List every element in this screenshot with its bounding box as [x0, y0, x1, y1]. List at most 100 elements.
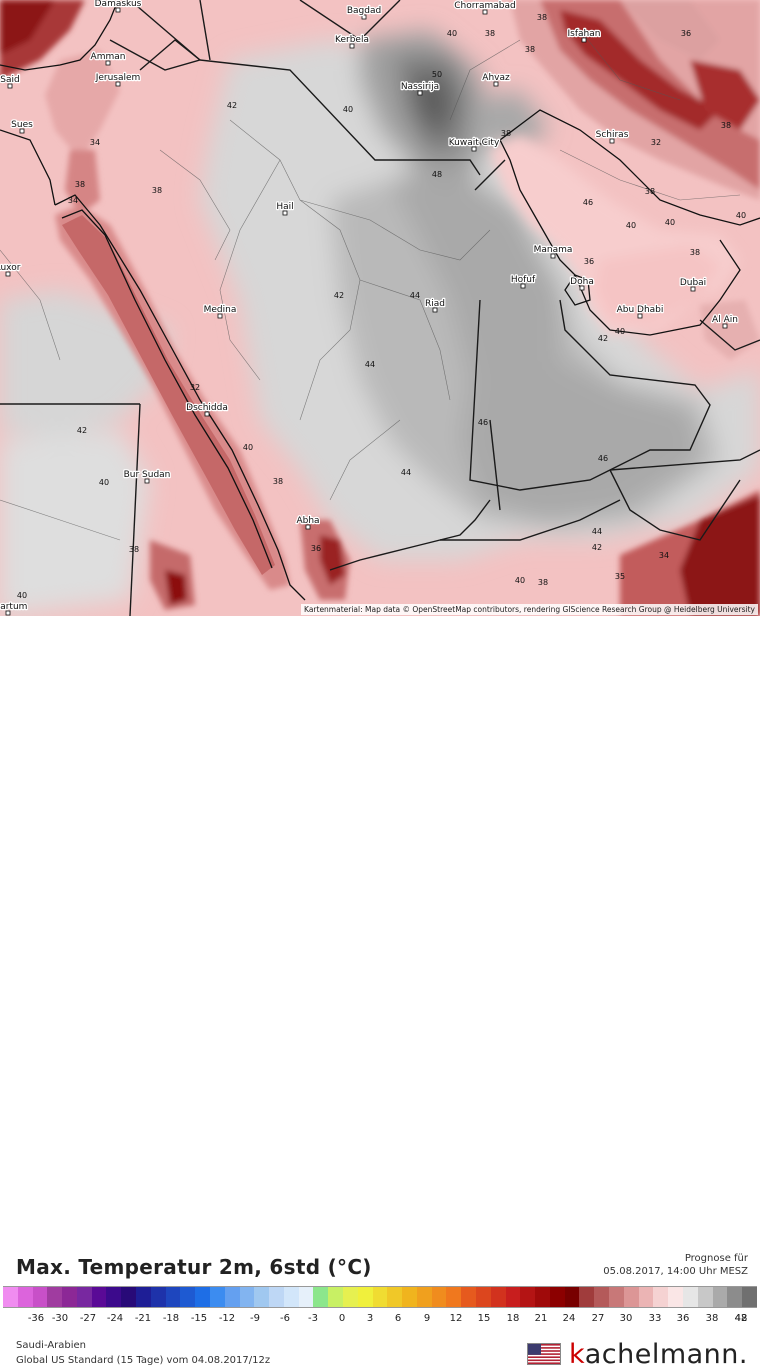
regional-boundaries	[0, 29, 741, 541]
temperature-value-label: 34	[659, 551, 669, 560]
city-khartum: Khartum	[0, 601, 29, 616]
forecast-label: Prognose für	[684, 1253, 748, 1264]
colorbar-swatch	[387, 1287, 403, 1307]
city-bur-sudan: Bur Sudan	[122, 469, 172, 484]
city-marker	[722, 323, 728, 329]
colorbar-swatch	[476, 1287, 491, 1307]
colorbar-swatch	[47, 1287, 63, 1307]
temperature-value-label: 40	[243, 443, 253, 452]
city-marker	[115, 81, 121, 87]
city-label: Dubai	[680, 278, 706, 288]
colorbar-tick-label: -6	[280, 1313, 290, 1324]
temperature-value-label: 42	[77, 426, 87, 435]
colorbar-swatch	[594, 1287, 610, 1307]
city-sues: Sues	[10, 119, 34, 134]
city-label: Sues	[11, 120, 33, 130]
colorbar-tick-label: 3	[366, 1313, 374, 1324]
city-nassirija: Nassirija	[400, 81, 440, 96]
city-marker	[690, 286, 696, 292]
temperature-value-label: 40	[515, 576, 525, 585]
city-label: Chorramabad	[454, 1, 515, 11]
colorbar-swatch	[520, 1287, 536, 1307]
city-hail: Hail	[275, 201, 295, 216]
colorbar-tick-label: -24	[106, 1313, 124, 1324]
model-info: Global US Standard (15 Tage) vom 04.08.2…	[16, 1355, 271, 1366]
city-label: Amman	[91, 52, 126, 62]
colorbar-swatch	[298, 1287, 314, 1307]
colorbar-swatch	[505, 1287, 521, 1307]
colorbar-tick-label: 9	[423, 1313, 431, 1324]
city-said: Said	[0, 74, 21, 89]
brand-name: kachelmann.	[569, 1339, 748, 1370]
colorbar-swatch	[165, 1287, 181, 1307]
colorbar-swatch	[535, 1287, 550, 1307]
city-dschidda: Dschidda	[185, 402, 229, 417]
colorbar-swatch	[579, 1287, 595, 1307]
brand-k: k	[569, 1338, 585, 1370]
coastlines	[0, 0, 760, 601]
legend-footer: Max. Temperatur 2m, 6std (°C) Prognose f…	[0, 616, 760, 1370]
city-label: Kuwait City	[449, 138, 500, 148]
temperature-value-label: 38	[501, 129, 511, 138]
temperature-value-label: 34	[90, 138, 100, 147]
city-kuwait-city: Kuwait City	[447, 137, 501, 152]
colorbar-tick-label: 48	[734, 1313, 748, 1324]
colorbar-swatch	[180, 1287, 196, 1307]
colorbar-swatch	[150, 1287, 166, 1307]
city-marker	[105, 60, 111, 66]
colorbar-swatch	[653, 1287, 669, 1307]
colorbar-tick-label: 33	[648, 1313, 662, 1324]
city-marker	[493, 81, 499, 87]
city-label: Nassirija	[401, 82, 439, 92]
city-label: Bur Sudan	[124, 470, 171, 480]
colorbar-tick-label: -30	[51, 1313, 69, 1324]
colorbar-swatch	[342, 1287, 358, 1307]
city-marker	[550, 253, 556, 259]
temperature-value-label: 32	[651, 138, 661, 147]
city-kerbela: Kerbela	[334, 34, 370, 49]
colorbar-swatch	[32, 1287, 48, 1307]
city-abu-dhabi: Abu Dhabi	[615, 304, 665, 319]
colorbar-swatch	[76, 1287, 92, 1307]
colorbar-swatch	[17, 1287, 33, 1307]
colorbar-swatch	[668, 1287, 683, 1307]
colorbar-tick-label: 0	[338, 1313, 346, 1324]
colorbar-swatch	[416, 1287, 432, 1307]
city-label: Medina	[204, 305, 237, 315]
kachelmann-logo[interactable]: kachelmann.	[527, 1339, 748, 1370]
city-abha: Abha	[295, 515, 321, 530]
temperature-value-label: 40	[736, 211, 746, 220]
colorbar-swatch	[742, 1287, 757, 1307]
city-label: Isfahan	[568, 29, 601, 39]
temperature-value-label: 38	[690, 248, 700, 257]
temperature-colorbar	[3, 1286, 757, 1308]
city-marker	[115, 7, 121, 13]
temperature-value-label: 38	[525, 45, 535, 54]
map-canvas: Damaskus Bagdad Chorramabad Isfahan Kerbela A…	[0, 0, 760, 616]
temperature-value-label: 46	[583, 198, 593, 207]
temperature-value-label: 40	[447, 29, 457, 38]
temperature-value-label: 40	[626, 221, 636, 230]
colorbar-tick-label: 6	[394, 1313, 402, 1324]
city-medina: Medina	[202, 304, 238, 319]
city-label: Hail	[276, 202, 293, 212]
city-label: Doha	[570, 277, 594, 287]
city-marker	[520, 283, 526, 289]
city-label: Ahvaz	[482, 73, 510, 83]
us-flag-icon	[527, 1343, 562, 1365]
temperature-value-label: 38	[75, 180, 85, 189]
temperature-value-label: 44	[401, 468, 411, 477]
region-label: Saudi-Arabien	[16, 1340, 87, 1351]
temperature-map[interactable]: Damaskus Bagdad Chorramabad Isfahan Kerbela A…	[0, 0, 760, 616]
city-isfahan: Isfahan	[566, 28, 602, 43]
red-sea	[55, 205, 290, 590]
colorbar-tick-label: -12	[218, 1313, 236, 1324]
city-marker	[305, 524, 311, 530]
colorbar-swatch	[697, 1287, 713, 1307]
colorbar-tick-label: -9	[250, 1313, 260, 1324]
colorbar-swatch	[682, 1287, 698, 1307]
colorbar-swatch	[283, 1287, 299, 1307]
city-marker	[144, 478, 150, 484]
country-borders	[0, 0, 760, 616]
colorbar-tick-label: -18	[162, 1313, 180, 1324]
